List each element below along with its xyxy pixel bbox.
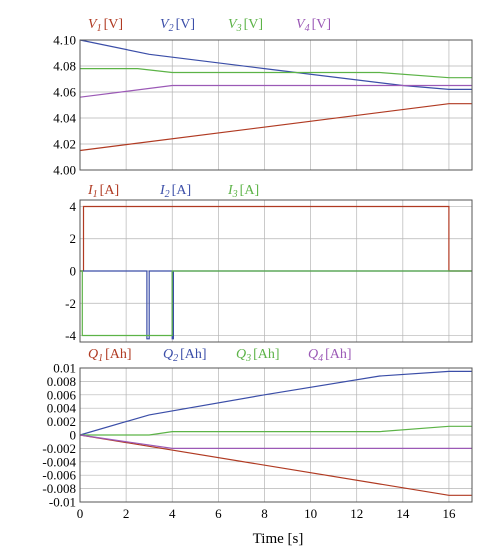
legend-entry: I1 [A]	[87, 183, 119, 200]
x-tick-label: 0	[77, 506, 84, 521]
plot-frame	[79, 367, 473, 503]
legend-entry: V3 [V]	[228, 17, 263, 34]
series-line	[80, 270, 472, 340]
x-tick-label: 4	[169, 506, 176, 521]
current-panel: 4 2 0 -2 -4 I1 [A] I2 [A] I3 [A]	[65, 183, 473, 343]
series-line	[79, 39, 472, 91]
legend-entry: Q2 [Ah]	[163, 347, 207, 364]
voltage-panel: 4.10 4.08 4.06 4.04 4.02 4.00 V1 [V] V2 [V] V3 [V] V…	[53, 17, 473, 178]
y-tick-label: 4	[70, 199, 77, 214]
y-tick-label: 4.10	[53, 33, 76, 48]
y-tick-label: 0.008	[47, 374, 76, 389]
y-tick-label: 4.00	[53, 163, 76, 178]
series-line	[79, 434, 472, 449]
series-line	[80, 270, 472, 337]
y-tick-label: -4	[65, 328, 76, 343]
y-tick-label: 4.06	[53, 85, 76, 100]
series-line	[79, 103, 472, 152]
y-tick-label: -0.01	[49, 495, 76, 510]
series-line	[79, 84, 472, 98]
y-tick-label: 0.002	[47, 414, 76, 429]
y-tick-label: -0.004	[42, 454, 76, 469]
series-line	[80, 425, 472, 436]
x-tick-label: 6	[215, 506, 222, 521]
y-tick-label: 0	[70, 264, 77, 279]
y-tick-label: 4.02	[53, 137, 76, 152]
legend-entry: I2 [A]	[159, 183, 191, 200]
x-tick-label: 16	[442, 506, 456, 521]
y-tick-label: -0.006	[42, 468, 76, 483]
y-tick-label: 0.004	[47, 401, 77, 416]
legend-entry: Q4 [Ah]	[308, 347, 352, 364]
y-tick-label: 4.04	[53, 111, 76, 126]
series-line	[79, 370, 472, 436]
y-tick-label: 0.006	[47, 387, 77, 402]
x-tick-label: 12	[350, 506, 363, 521]
legend-entry: V2 [V]	[160, 17, 195, 34]
y-tick-label: -0.002	[42, 441, 76, 456]
x-axis-label: Time [s]	[253, 531, 304, 547]
y-tick-label: 0.01	[53, 361, 76, 376]
plot-frame	[79, 199, 473, 343]
x-tick-label: 10	[304, 506, 317, 521]
y-tick-label: -2	[65, 296, 76, 311]
x-tick-label: 14	[396, 506, 410, 521]
y-tick-label: 4.08	[53, 59, 76, 74]
y-tick-label: 0	[70, 428, 77, 443]
x-tick-label: 8	[261, 506, 268, 521]
legend-entry: I3 [A]	[227, 183, 259, 200]
legend-entry: V4 [V]	[296, 17, 331, 34]
y-tick-label: 2	[70, 231, 77, 246]
legend-entry: Q3 [Ah]	[236, 347, 280, 364]
y-tick-label: -0.008	[42, 481, 76, 496]
series-line	[80, 67, 472, 79]
legend-entry: Q1 [Ah]	[88, 347, 132, 364]
x-tick-label: 2	[123, 506, 130, 521]
series-line	[79, 434, 472, 496]
charge-panel: 0.010.0080.0060.0040.0020-0.002-0.004-0.…	[42, 347, 473, 521]
plot-frame	[79, 39, 473, 171]
legend-entry: V1 [V]	[88, 17, 123, 34]
